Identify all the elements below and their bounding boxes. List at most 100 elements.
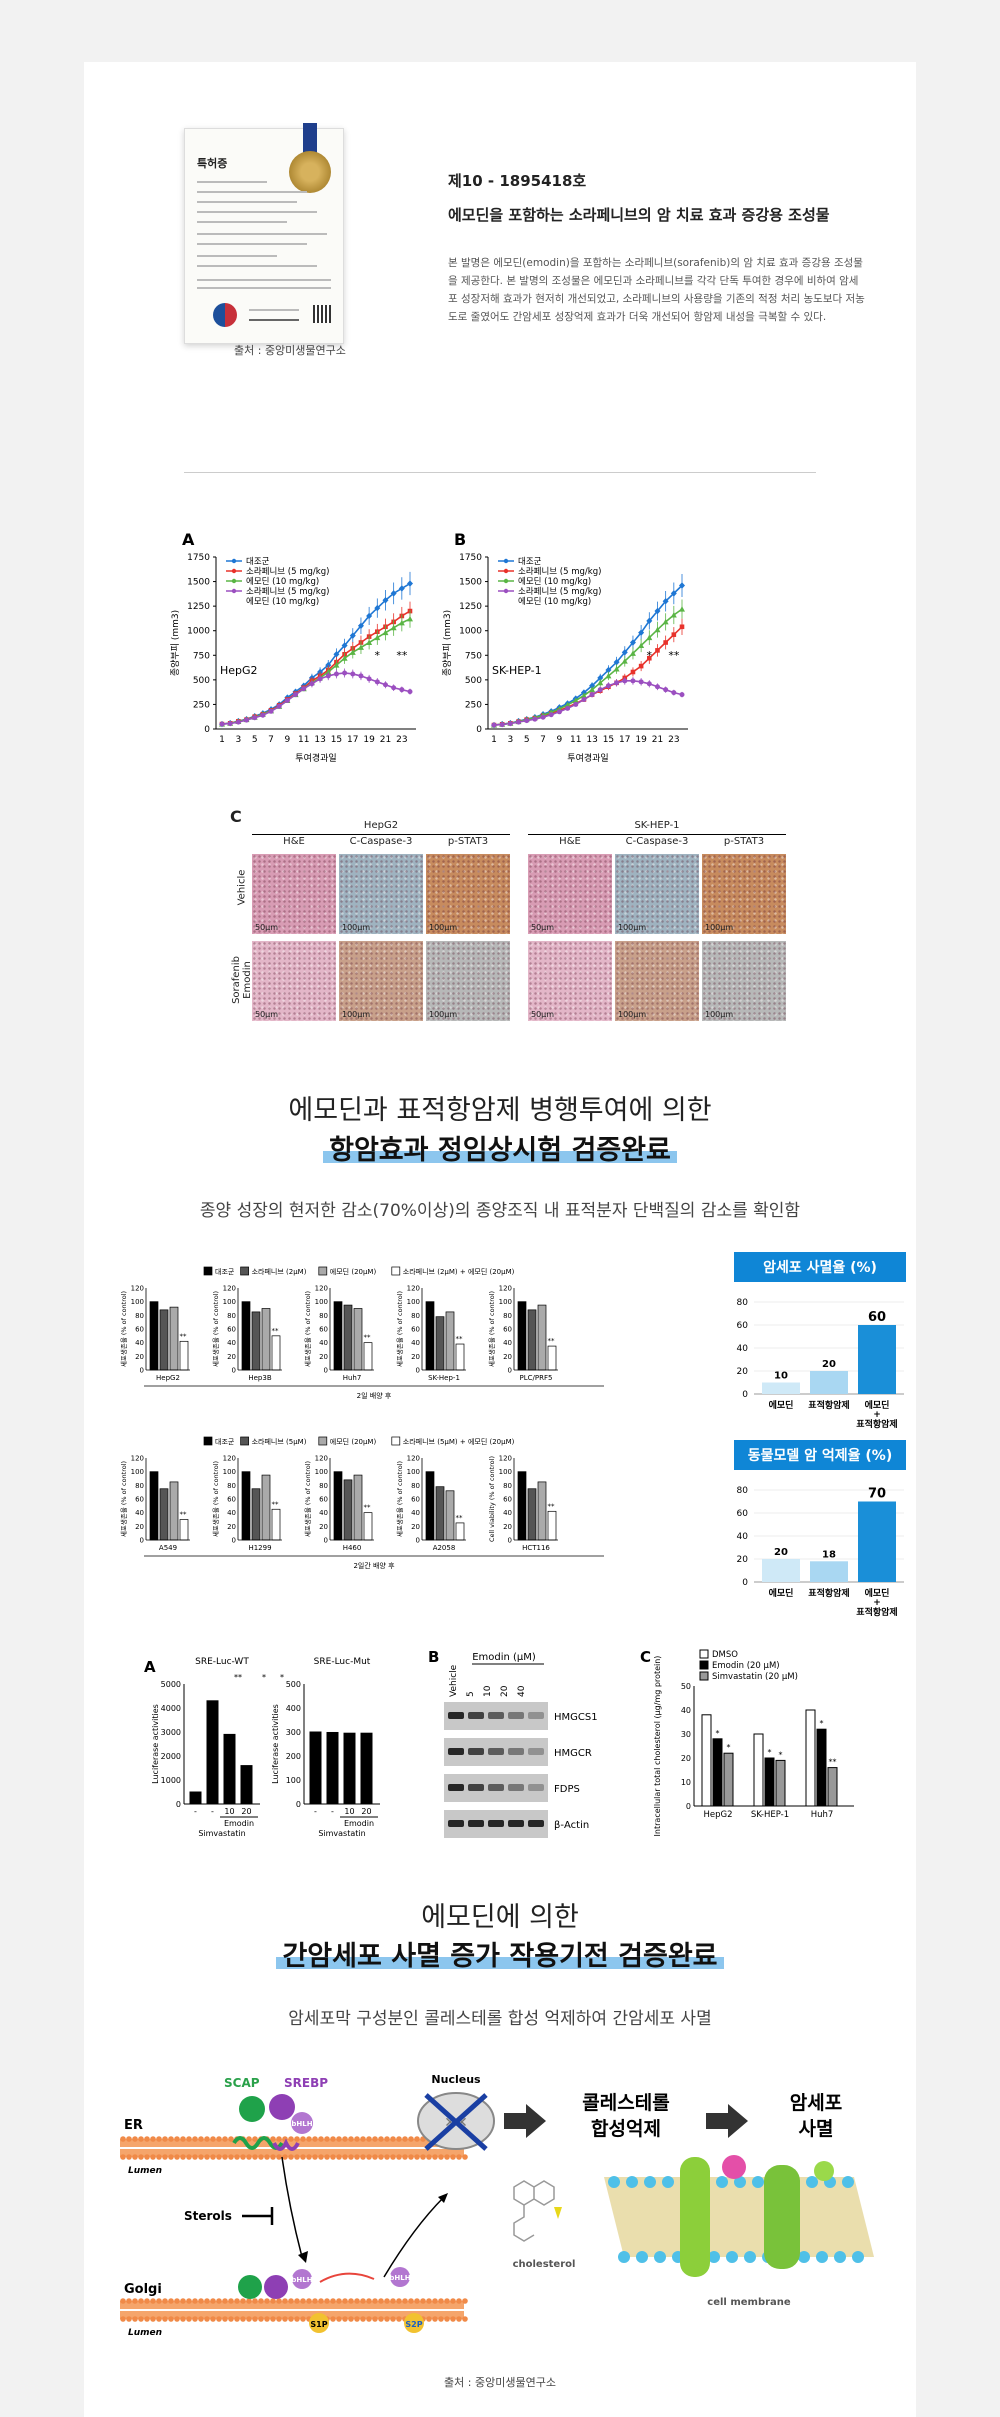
- data-point: [573, 701, 579, 707]
- lipid-head: [390, 2136, 396, 2142]
- lipid-head: [222, 2136, 228, 2142]
- lipid-head: [432, 2154, 438, 2160]
- rate-value-label: 60: [868, 1310, 886, 1325]
- step2-label-line2: 사멸: [799, 2118, 834, 2140]
- transport-arrow: [281, 2156, 303, 2258]
- legend-label: 대조군: [246, 557, 270, 567]
- golgi-label: Golgi: [124, 2282, 162, 2297]
- cholesterol-bar: [805, 1709, 816, 1807]
- lipid-head: [294, 2154, 300, 2160]
- data-point: [646, 634, 653, 641]
- significance-mark: **: [456, 1335, 464, 1343]
- y-tick-label: 60: [503, 1326, 512, 1334]
- lipid-head: [450, 2298, 456, 2304]
- ihc-image: 50μm: [252, 854, 336, 934]
- membrane-layer: [120, 2139, 464, 2147]
- y-tick-label: 100: [315, 1298, 328, 1306]
- bhlh-label: bHLH: [291, 2120, 312, 2128]
- y-tick-label: 200: [286, 1752, 301, 1761]
- srebp-label: SREBP: [284, 2076, 328, 2090]
- lipid-head: [348, 2136, 354, 2142]
- certificate-title: 특허증: [197, 157, 228, 170]
- legend-label: 대조군: [215, 1438, 235, 1446]
- lipid-head: [636, 2251, 648, 2263]
- s2p-protease: [404, 2313, 424, 2333]
- lipid-head: [834, 2251, 846, 2263]
- scap-protein: [239, 2096, 265, 2122]
- rate-title-bar: [734, 1252, 906, 1282]
- lipid-head: [354, 2136, 360, 2142]
- membrane-layer: [120, 2301, 464, 2309]
- legend-label: DMSO: [712, 1650, 738, 1660]
- section1-heading-highlight: 항암효과 정임상시험 검증완료: [323, 1128, 677, 1167]
- lipid-head: [270, 2154, 276, 2160]
- viability-bar: [343, 1304, 353, 1371]
- lipid-head: [132, 2316, 138, 2322]
- content-card: 특허증 출처 : 중앙미생물연구소 제10 - 1895418호 에모딘을 포함…: [84, 62, 916, 2417]
- panel-label: B: [428, 1648, 439, 1666]
- cell-line-label: A2058: [433, 1544, 456, 1552]
- rate-value-label: 20: [774, 1547, 788, 1558]
- viability-bar: [271, 1335, 281, 1371]
- legend-marker: [231, 568, 237, 574]
- lipid-head: [276, 2298, 282, 2304]
- step2-label-line1: 암세포: [790, 2092, 842, 2114]
- data-point: [391, 685, 397, 691]
- significance-mark: **: [668, 649, 680, 662]
- blot-band: [488, 1820, 504, 1827]
- y-tick-label: 120: [315, 1455, 328, 1463]
- lumen-label: Lumen: [128, 2166, 162, 2176]
- legend-label: 소라페니브 (5 mg/kg): [518, 586, 601, 597]
- x-tick-label: 5: [252, 735, 258, 745]
- x-tick-label: 9: [557, 735, 563, 745]
- y-axis-label: 종양부피 (mm3): [442, 610, 453, 676]
- lipid-head: [462, 2298, 468, 2304]
- simvastatin-label: Simvastatin: [318, 1829, 365, 1838]
- lipid-head: [168, 2298, 174, 2304]
- y-tick-label: 0: [204, 725, 210, 735]
- lipid-head: [378, 2136, 384, 2142]
- data-point: [638, 679, 644, 685]
- lipid-head: [390, 2316, 396, 2322]
- lipid-head: [288, 2136, 294, 2142]
- lipid-head: [294, 2136, 300, 2142]
- lipid-head: [348, 2316, 354, 2322]
- data-point: [548, 712, 554, 718]
- scap-protein: [238, 2275, 262, 2299]
- x-tick-label: 10: [344, 1807, 354, 1816]
- lipid-head: [210, 2316, 216, 2322]
- lipid-head: [120, 2298, 126, 2304]
- rate-title-bar: [734, 1440, 906, 1470]
- significance-mark: **: [180, 1511, 188, 1519]
- y-tick-label: 80: [737, 1486, 749, 1496]
- lipid-head: [132, 2298, 138, 2304]
- lipid-head: [432, 2298, 438, 2304]
- lipid-head: [414, 2136, 420, 2142]
- significance-mark: *: [727, 1743, 731, 1752]
- lipid-head: [204, 2154, 210, 2160]
- lipid-head: [420, 2154, 426, 2160]
- bhlh-domain: [292, 2269, 312, 2289]
- legend-swatch: [203, 1266, 213, 1276]
- data-point: [325, 673, 331, 679]
- data-point: [374, 634, 381, 641]
- lipid-head: [426, 2154, 432, 2160]
- y-tick-label: 100: [131, 1468, 144, 1476]
- viability-bar: [435, 1316, 445, 1371]
- luc-bar: [240, 1765, 253, 1805]
- lipid-head: [216, 2154, 222, 2160]
- ihc-stain-header: H&E: [559, 836, 581, 847]
- data-point: [227, 721, 233, 727]
- membrane-layer: [120, 2311, 464, 2319]
- lipid-head: [192, 2136, 198, 2142]
- lipid-head: [438, 2316, 444, 2322]
- y-tick-label: 20: [503, 1353, 512, 1361]
- significance-mark: *: [768, 1748, 772, 1757]
- cell-line-label: A549: [159, 1544, 177, 1552]
- lipid-head: [120, 2136, 126, 2142]
- data-point: [670, 611, 677, 618]
- lipid-head: [156, 2298, 162, 2304]
- lipid-head: [162, 2154, 168, 2160]
- section1-heading-line2: 항암효과 정임상시험 검증완료: [84, 1128, 916, 1167]
- y-tick-label: 60: [227, 1326, 236, 1334]
